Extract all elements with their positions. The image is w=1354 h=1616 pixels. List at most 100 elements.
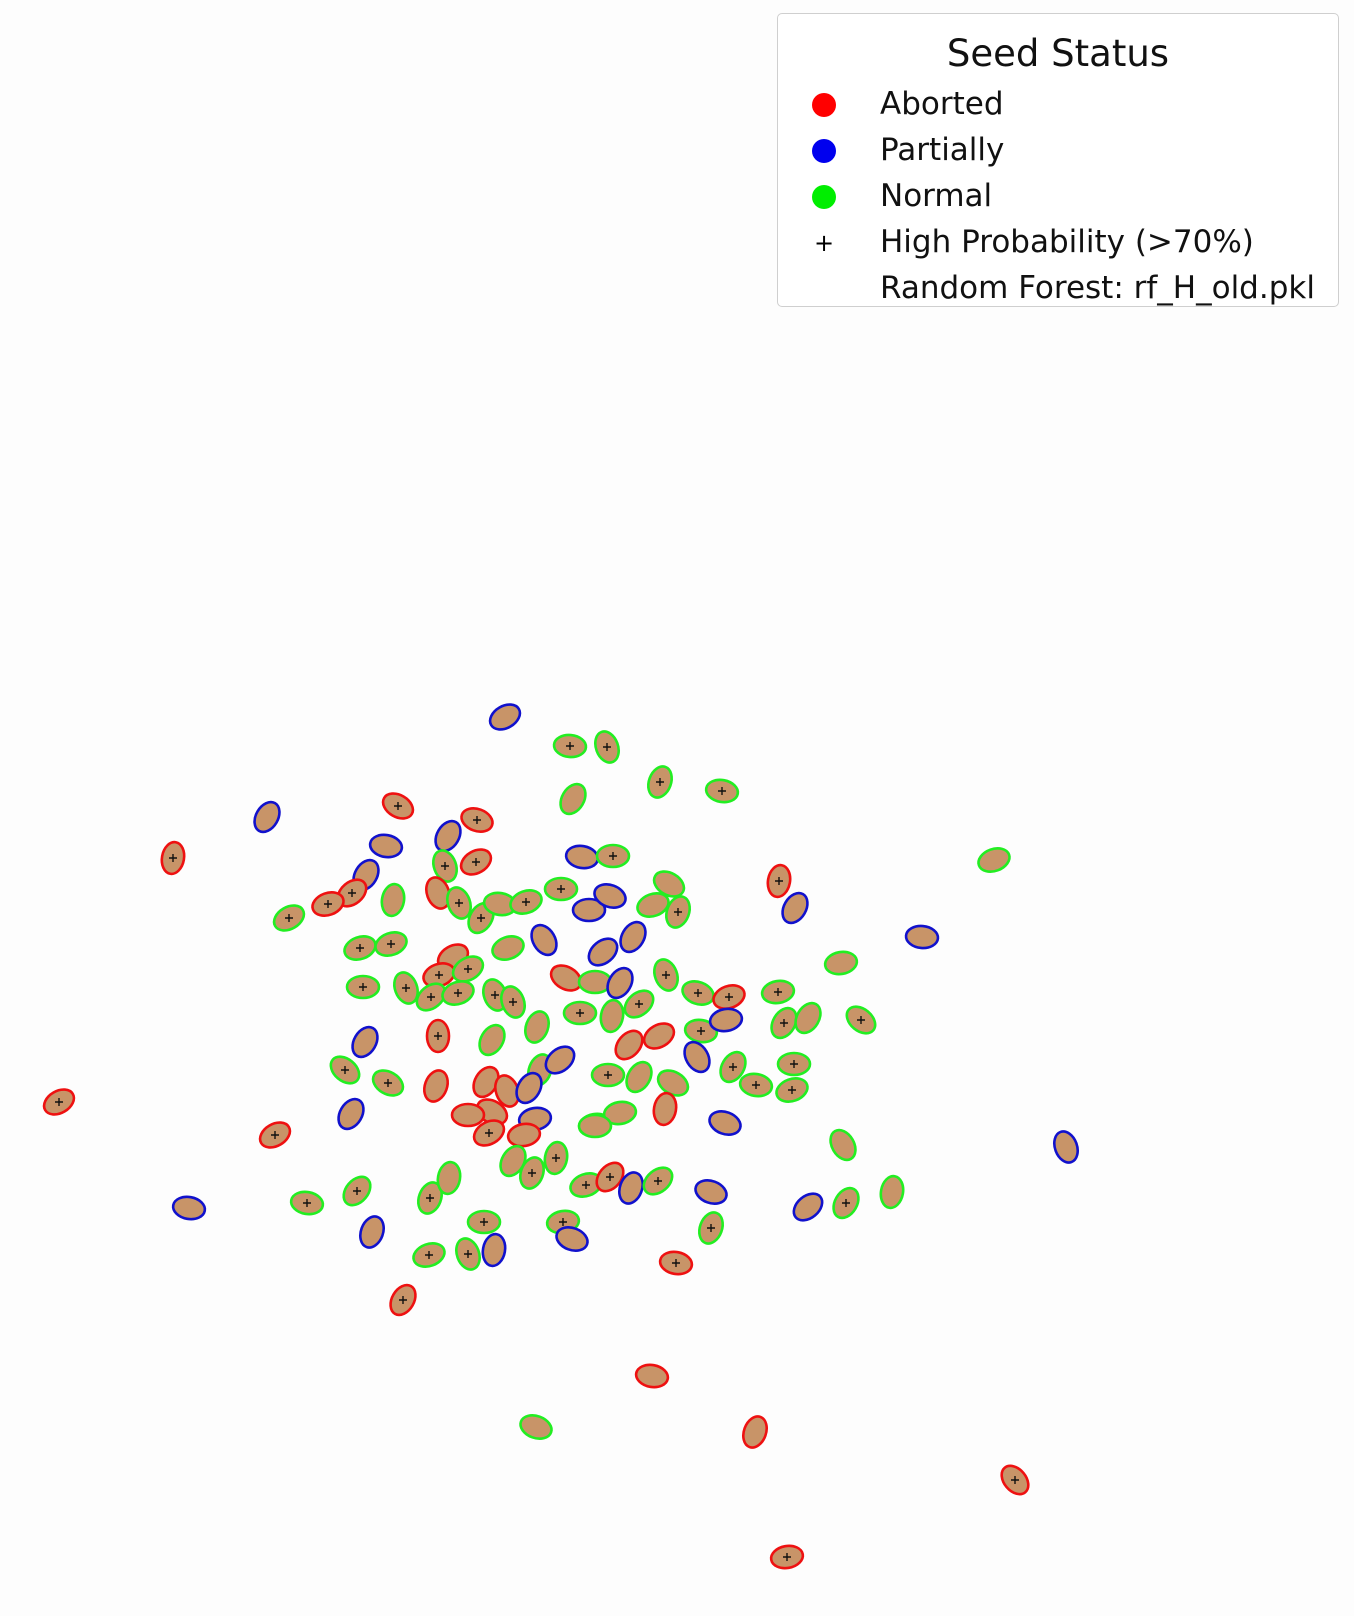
partially-seed xyxy=(619,920,647,954)
normal-seed xyxy=(412,1242,446,1268)
normal-seed xyxy=(577,1113,613,1139)
partially-seed xyxy=(368,833,404,859)
normal-seed xyxy=(681,980,715,1006)
normal-seed xyxy=(455,1237,481,1271)
high-probability-marker xyxy=(324,900,332,908)
partially-seed xyxy=(694,1179,728,1205)
normal-seed xyxy=(393,971,419,1005)
partially-seed xyxy=(434,819,462,853)
aborted-seed xyxy=(311,891,345,917)
high-probability-marker xyxy=(464,965,472,973)
normal-seed xyxy=(543,876,579,902)
high-probability-marker xyxy=(790,1060,798,1068)
normal-seed xyxy=(595,843,631,869)
aborted-seed xyxy=(258,1121,292,1149)
aborted-dot-icon xyxy=(812,93,836,117)
normal-seed xyxy=(380,882,406,918)
normal-seed xyxy=(653,958,679,992)
normal-seed xyxy=(829,1128,857,1162)
high-probability-marker xyxy=(441,862,449,870)
legend-item-normal: Normal xyxy=(778,174,1338,220)
normal-seed xyxy=(642,1166,674,1196)
normal-seed xyxy=(371,1069,405,1097)
legend-label: High Probability (>70%) xyxy=(880,224,1254,260)
legend-label: Aborted xyxy=(880,86,1004,122)
aborted-seed xyxy=(381,792,415,820)
partially-seed xyxy=(792,1192,824,1222)
aborted-seed xyxy=(506,1122,542,1148)
normal-seed xyxy=(823,950,859,976)
partially-seed xyxy=(618,1171,644,1205)
partially-seed xyxy=(708,1110,742,1136)
high-probability-marker xyxy=(473,816,481,824)
aborted-seed xyxy=(450,1102,486,1128)
aborted-seed xyxy=(1000,1464,1030,1496)
partially-seed xyxy=(781,891,809,925)
aborted-seed xyxy=(614,1029,644,1061)
high-probability-marker xyxy=(694,989,702,997)
normal-seed xyxy=(559,782,587,816)
high-probability-marker xyxy=(729,1063,737,1071)
high-probability-marker xyxy=(477,914,485,922)
legend-label: Random Forest: rf_H_old.pkl xyxy=(880,270,1315,306)
normal-seed xyxy=(491,935,525,961)
normal-seed xyxy=(519,1414,553,1440)
high-probability-marker xyxy=(455,899,463,907)
high-probability-marker xyxy=(271,1131,279,1139)
normal-seed xyxy=(625,1060,653,1094)
partially-seed xyxy=(515,1071,543,1105)
partially-seed xyxy=(544,1045,576,1075)
partially-seed xyxy=(904,924,940,950)
high-probability-marker xyxy=(674,908,682,916)
high-probability-marker xyxy=(752,1081,760,1089)
high-probability-marker xyxy=(359,983,367,991)
aborted-seed xyxy=(658,1250,694,1276)
partially-seed xyxy=(359,1215,385,1249)
normal-seed xyxy=(647,765,673,799)
aborted-seed xyxy=(459,848,493,876)
legend-item-model: Random Forest: rf_H_old.pkl xyxy=(778,266,1338,312)
partially-seed xyxy=(530,923,558,957)
high-probability-marker xyxy=(464,1250,472,1258)
normal-seed xyxy=(343,935,377,961)
normal-seed xyxy=(272,904,306,932)
partially-dot-icon xyxy=(812,139,836,163)
high-probability-marker xyxy=(604,1071,612,1079)
normal-seed xyxy=(704,778,740,804)
partially-seed xyxy=(683,1040,711,1074)
aborted-seed xyxy=(423,1069,449,1103)
partially-seed xyxy=(593,883,627,909)
partially-seed xyxy=(587,937,619,967)
high-probability-marker xyxy=(341,1066,349,1074)
high-probability-marker xyxy=(788,1086,796,1094)
normal-seed xyxy=(519,1156,545,1190)
high-probability-marker xyxy=(426,1194,434,1202)
normal-dot-icon xyxy=(812,185,836,209)
high-probability-marker xyxy=(394,802,402,810)
normal-seed xyxy=(594,730,620,764)
normal-seed xyxy=(845,1005,877,1035)
high-probability-marker xyxy=(55,1098,63,1106)
normal-seed xyxy=(665,895,691,929)
legend-title: Seed Status xyxy=(946,32,1170,75)
aborted-seed xyxy=(472,1119,506,1147)
high-probability-marker xyxy=(522,898,530,906)
normal-seed xyxy=(509,889,543,915)
normal-seed xyxy=(329,1055,361,1085)
partially-seed xyxy=(488,703,522,731)
normal-seed xyxy=(289,1190,325,1216)
high-probability-marker xyxy=(857,1016,865,1024)
high-probability-marker xyxy=(609,852,617,860)
normal-seed xyxy=(524,1010,550,1044)
high-probability-marker xyxy=(480,1218,488,1226)
aborted-seed xyxy=(425,1018,451,1054)
aborted-seed xyxy=(634,1363,670,1389)
normal-seed xyxy=(415,982,447,1012)
high-probability-marker xyxy=(472,858,480,866)
normal-seed xyxy=(417,1181,443,1215)
normal-seed xyxy=(466,1209,502,1235)
aborted-seed xyxy=(652,1091,678,1127)
high-probability-marker xyxy=(384,1079,392,1087)
partially-seed xyxy=(571,897,607,923)
aborted-seed xyxy=(769,1544,805,1570)
